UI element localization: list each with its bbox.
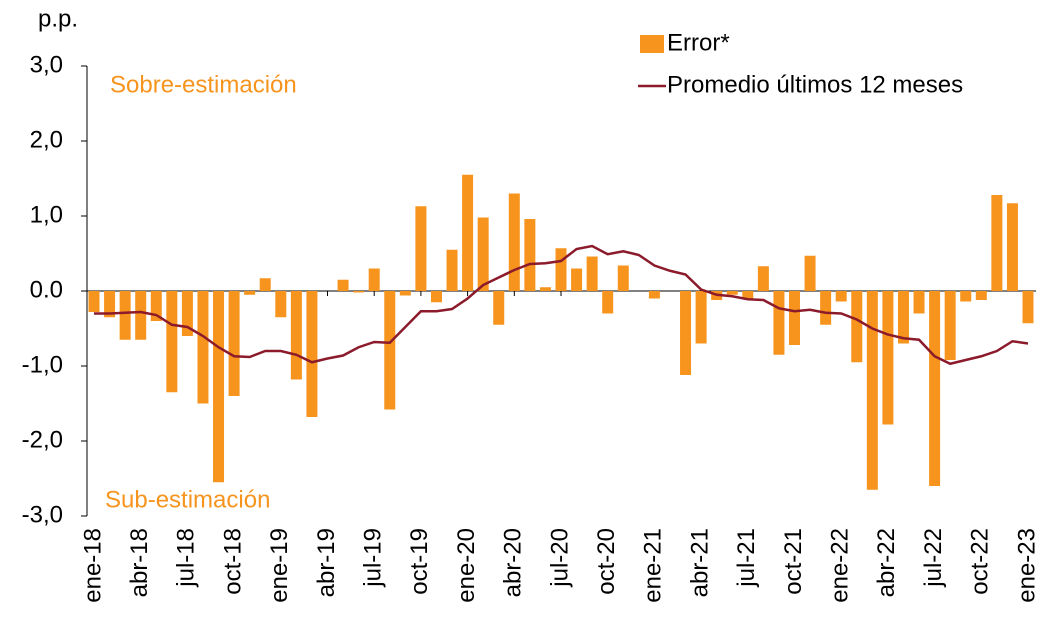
x-tick-label: jul-22 xyxy=(920,528,947,588)
bar xyxy=(384,291,396,410)
bar xyxy=(430,291,442,303)
y-tick-label: 2,0 xyxy=(30,126,63,153)
bar xyxy=(789,291,800,345)
x-tick-label: jul-18 xyxy=(173,528,200,588)
bar xyxy=(524,219,536,291)
bar xyxy=(259,278,271,291)
x-tick-label: abr-21 xyxy=(686,528,713,597)
bar xyxy=(399,291,411,296)
bar xyxy=(119,291,131,340)
y-unit: p.p. xyxy=(38,5,78,32)
bar xyxy=(181,291,193,336)
bar xyxy=(477,217,489,291)
x-tick-label: abr-22 xyxy=(873,528,900,597)
x-tick-label: ene-19 xyxy=(266,528,293,603)
x-tick-label: ene-23 xyxy=(1013,528,1040,603)
x-tick-label: jul-19 xyxy=(360,528,387,588)
x-tick-label: oct-22 xyxy=(967,528,994,595)
legend-swatch xyxy=(640,35,664,53)
bar xyxy=(228,291,240,396)
legend-label: Promedio últimos 12 meses xyxy=(667,71,963,98)
y-tick-label: 3,0 xyxy=(30,51,63,78)
bar xyxy=(275,291,287,318)
bar xyxy=(213,291,225,483)
annotation: Sobre-estimación xyxy=(110,71,297,98)
y-tick-label: 1,0 xyxy=(30,201,63,228)
y-tick-label: -2,0 xyxy=(22,426,63,453)
x-tick-label: ene-21 xyxy=(640,528,667,603)
x-tick-label: ene-20 xyxy=(453,528,480,603)
bar xyxy=(695,291,707,344)
bar xyxy=(353,291,365,293)
legend-label: Error* xyxy=(667,29,730,56)
x-tick-label: ene-18 xyxy=(79,528,106,603)
bar xyxy=(897,291,909,344)
bar xyxy=(586,256,598,291)
x-tick-label: abr-20 xyxy=(500,528,527,597)
bar xyxy=(944,291,956,360)
bar xyxy=(244,291,256,295)
bar xyxy=(337,279,349,291)
line xyxy=(94,244,1029,366)
bar xyxy=(290,291,302,380)
bar xyxy=(1006,203,1018,291)
x-tick-label: oct-19 xyxy=(406,528,433,595)
bar xyxy=(166,291,178,393)
bar xyxy=(555,248,567,291)
bar xyxy=(462,174,474,291)
bar xyxy=(368,268,380,291)
bar xyxy=(415,206,427,291)
x-tick-label: oct-21 xyxy=(780,528,807,595)
bar xyxy=(851,291,863,363)
bar xyxy=(804,255,816,291)
bar xyxy=(571,268,583,291)
x-tick-label: abr-19 xyxy=(313,528,340,597)
y-tick-label: -1,0 xyxy=(22,351,63,378)
bar xyxy=(913,291,925,314)
bar xyxy=(680,291,692,375)
x-tick-label: oct-18 xyxy=(219,528,246,595)
bar xyxy=(773,291,785,355)
bar xyxy=(493,291,505,325)
bar xyxy=(975,291,987,300)
bar xyxy=(742,291,754,299)
bar xyxy=(197,291,209,404)
bar xyxy=(508,193,520,291)
x-tick-label: oct-20 xyxy=(593,528,620,595)
bar xyxy=(104,291,116,318)
bar xyxy=(306,291,318,417)
bar xyxy=(539,287,551,291)
bar xyxy=(446,249,458,291)
bar xyxy=(648,291,660,299)
bar xyxy=(150,291,162,321)
annotation: Sub-estimación xyxy=(105,486,270,513)
x-tick-label: ene-22 xyxy=(827,528,854,603)
bar xyxy=(88,291,100,312)
bar xyxy=(866,291,878,490)
y-tick-label: 0.0 xyxy=(30,276,63,303)
bar xyxy=(1022,291,1034,324)
bar xyxy=(835,291,847,302)
bar xyxy=(820,291,832,325)
bar xyxy=(757,266,769,291)
bar xyxy=(617,265,629,291)
bar xyxy=(960,291,972,302)
bar xyxy=(602,291,614,314)
bar xyxy=(135,291,147,340)
bar xyxy=(929,291,941,486)
x-tick-label: jul-21 xyxy=(733,528,760,588)
x-tick-label: abr-18 xyxy=(126,528,153,597)
bar xyxy=(882,291,894,425)
bar xyxy=(991,195,1003,291)
y-tick-label: -3,0 xyxy=(22,501,63,528)
x-tick-label: jul-20 xyxy=(546,528,573,588)
bar xyxy=(726,291,738,295)
